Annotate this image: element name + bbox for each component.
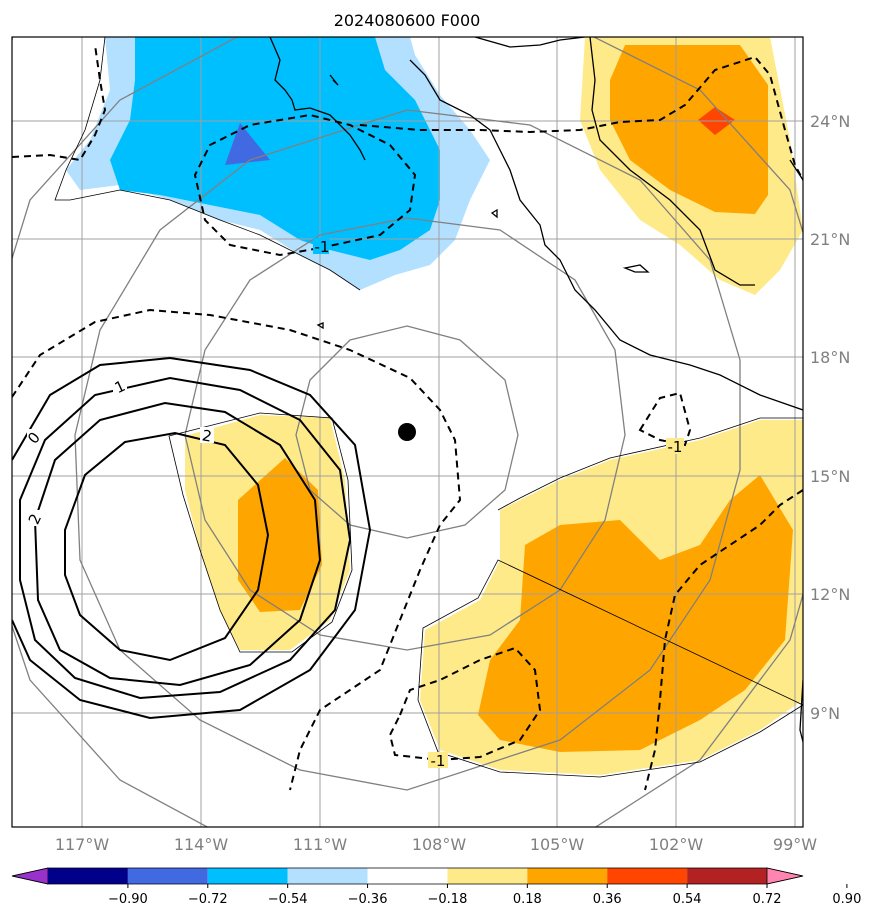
- negative-contours: [12, 44, 803, 791]
- contour-labels: 1 0 2 2 -1 -1 -1: [24, 238, 684, 770]
- colorbar-tick-label: 0.90: [832, 892, 861, 907]
- range-rings: [12, 37, 803, 827]
- shading-orange-ne: [610, 45, 768, 214]
- colorbar-segment: [48, 868, 128, 884]
- contour-label-neg1-bottom: -1: [431, 752, 446, 770]
- coastlines: [12, 37, 803, 745]
- lat-label: 15°N: [810, 467, 850, 486]
- lat-label: 12°N: [810, 585, 850, 604]
- colorbar-segment: [207, 868, 288, 884]
- lat-label: 18°N: [810, 348, 850, 367]
- lon-label: 99°W: [773, 835, 817, 854]
- map-border: [11, 36, 804, 828]
- colorbar-segment: [367, 868, 448, 884]
- storm-center-marker: [398, 423, 416, 441]
- positive-contours: [12, 356, 372, 720]
- map-area: 1 0 2 2 -1 -1 -1: [12, 37, 803, 827]
- colorbar-segment: [687, 868, 767, 884]
- contour-0: [12, 356, 372, 720]
- lon-label: 111°W: [293, 835, 348, 854]
- latitude-labels: 24°N 21°N 18°N 15°N 12°N 9°N: [810, 112, 850, 723]
- colorbar-segment: [287, 868, 368, 884]
- lat-label: 24°N: [810, 112, 850, 131]
- colorbar-tick-label: 0.72: [753, 892, 782, 907]
- colorbar-segment: [447, 868, 528, 884]
- lat-label: 9°N: [810, 704, 840, 723]
- contour-label-2-top: 2: [201, 426, 214, 445]
- lon-label: 108°W: [412, 835, 467, 854]
- contour-2-outer: [33, 401, 322, 687]
- colorbar-tick-label: 0.36: [593, 892, 622, 907]
- lon-label: 117°W: [55, 835, 110, 854]
- longitude-labels: 117°W 114°W 111°W 108°W 105°W 102°W 99°W: [55, 835, 817, 854]
- shading-blue-dark: [225, 123, 270, 165]
- colorbar-segment: [127, 868, 208, 884]
- colorbar-tick-label: −0.36: [348, 892, 388, 907]
- colorbar-extend-high: [766, 867, 804, 885]
- colorbar-tick-label: 0.18: [513, 892, 542, 907]
- contour-1: [19, 376, 352, 700]
- colorbar-tick-label: −0.18: [428, 892, 468, 907]
- colorbar-segment: [527, 868, 608, 884]
- lon-label: 105°W: [530, 835, 585, 854]
- colorbar-tick-label: 0.54: [673, 892, 702, 907]
- lat-label: 21°N: [810, 230, 850, 249]
- colorbar-border: [11, 867, 804, 885]
- lon-label: 102°W: [649, 835, 704, 854]
- shading-blue: [110, 37, 440, 260]
- colorbar: −0.90 −0.72 −0.54 −0.36 −0.18 0.18 0.36 0.54 0.7…: [11, 867, 861, 907]
- contour-label-neg1-right: -1: [668, 438, 683, 456]
- colorbar-tick-label: −0.72: [188, 892, 228, 907]
- graticule: [12, 37, 803, 827]
- shading-orange-central: [238, 458, 322, 612]
- contour-label-neg1-top: -1: [315, 238, 330, 256]
- lon-label: 114°W: [174, 835, 229, 854]
- colorbar-extend-low: [11, 867, 49, 885]
- colorbar-segment: [607, 868, 688, 884]
- map-title: 2024080600 F000: [334, 11, 481, 30]
- colorbar-tick-label: −0.54: [268, 892, 308, 907]
- colorbar-tick-label: −0.90: [108, 892, 148, 907]
- contour-2-inner: [64, 431, 270, 662]
